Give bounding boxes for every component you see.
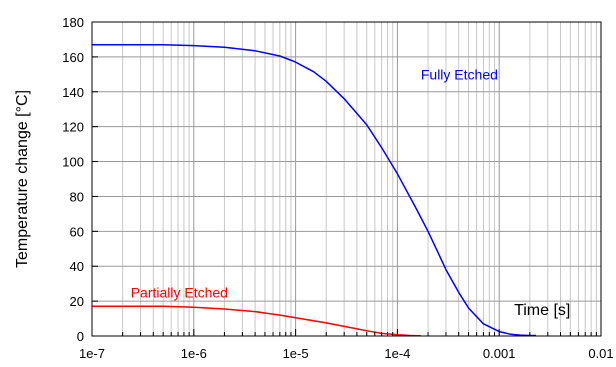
series-line-partially-etched	[92, 305, 421, 337]
x-axis-label: Time [s]	[514, 302, 570, 319]
y-tick-labels: 0 20 40 60 80 100 120 140 160 180	[62, 15, 84, 344]
y-tick-label: 120	[62, 120, 84, 135]
y-tick-label: 40	[70, 259, 84, 274]
series-label-fully-etched: Fully Etched	[421, 67, 498, 83]
y-tick-label: 140	[62, 85, 84, 100]
x-tick-label: 1e-7	[79, 346, 105, 361]
y-tick-label: 80	[70, 189, 84, 204]
x-tick-label: 1e-5	[283, 346, 309, 361]
x-tick-label: 1e-6	[181, 346, 207, 361]
y-tick-label: 20	[70, 294, 84, 309]
tick-marks	[91, 21, 602, 337]
x-tick-labels: 1e-7 1e-6 1e-5 1e-4 0.001 0.01	[79, 346, 614, 361]
series-layer	[92, 43, 536, 337]
y-tick-label: 0	[77, 329, 84, 344]
x-tick-label: 0.001	[483, 346, 516, 361]
series-line-fully-etched	[92, 43, 536, 337]
y-tick-label: 180	[62, 15, 84, 30]
series-label-partially-etched: Partially Etched	[131, 285, 228, 301]
y-axis-label: Temperature change [°C]	[14, 90, 31, 268]
plot-frame	[91, 21, 602, 337]
y-tick-label: 60	[70, 224, 84, 239]
x-tick-label: 0.01	[588, 346, 613, 361]
y-tick-label: 160	[62, 50, 84, 65]
minor-gridlines	[122, 22, 597, 336]
x-tick-label: 1e-4	[384, 346, 410, 361]
y-tick-label: 100	[62, 155, 84, 170]
